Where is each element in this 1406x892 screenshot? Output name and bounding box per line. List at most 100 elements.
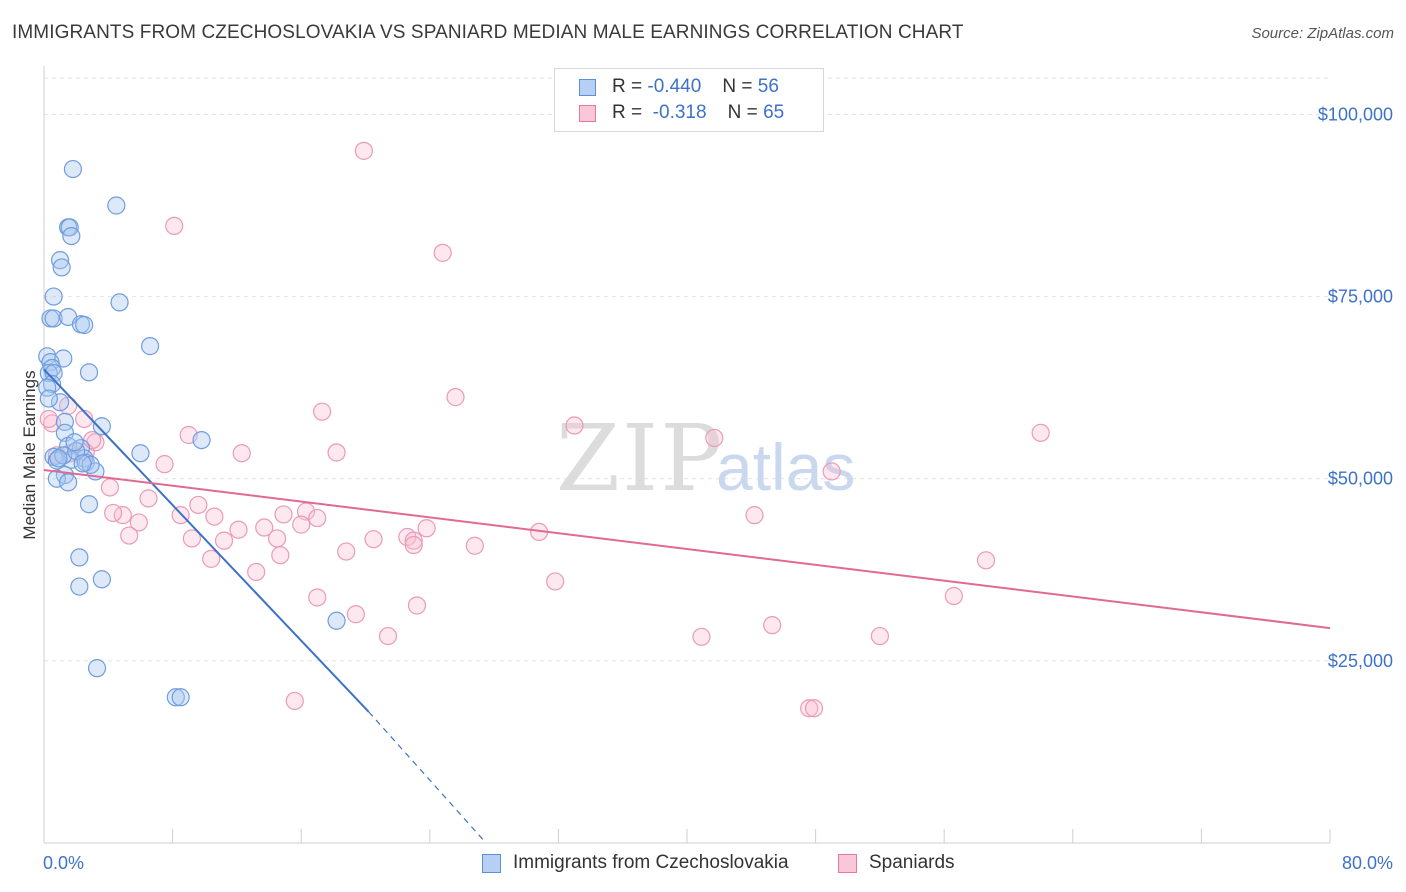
spaniards-point — [364, 530, 383, 549]
spaniards-point — [346, 605, 365, 624]
bottom-legend-label: Immigrants from Czechoslovakia — [513, 852, 789, 873]
legend-r-label: R = — [612, 76, 643, 97]
y-axis-label: Median Male Earnings — [20, 370, 39, 540]
spaniards-point — [271, 546, 290, 565]
spaniards-point — [417, 519, 436, 538]
spaniards-point — [433, 243, 452, 262]
czechoslovakia-point — [47, 469, 66, 488]
spaniards-point — [100, 478, 120, 497]
spaniards-point — [308, 588, 327, 607]
spaniards-point — [404, 535, 423, 555]
spaniards-point — [354, 141, 373, 160]
czechoslovakia-point — [79, 363, 99, 382]
czechoslovakia-point — [79, 495, 99, 514]
spaniards-point — [129, 513, 148, 532]
czechoslovakia-point — [52, 258, 71, 277]
legend-r-label: R = — [612, 102, 643, 123]
legend-n-value: 56 — [757, 76, 779, 97]
spaniards-point — [267, 529, 287, 548]
bottom-legend-swatch-pink — [838, 854, 857, 873]
czechoslovakia-trend-extension — [368, 711, 487, 844]
czechoslovakia-point — [166, 688, 185, 707]
czechoslovakia-point — [50, 393, 70, 412]
spaniards-point — [763, 616, 782, 635]
spaniards-point — [1031, 423, 1050, 442]
spaniards-point — [274, 505, 293, 524]
legend-n-value: 65 — [763, 102, 785, 123]
czechoslovakia-point — [44, 309, 63, 328]
spaniards-point — [104, 503, 123, 523]
czechoslovakia-point — [49, 449, 68, 468]
spaniards-point — [378, 626, 398, 646]
czechoslovakia-point — [75, 315, 94, 335]
spaniards-point — [407, 596, 427, 615]
spaniards-point — [202, 549, 221, 568]
czechoslovakia-point — [70, 577, 89, 596]
spaniards-point — [870, 626, 890, 646]
spaniards-point — [804, 699, 824, 718]
spaniards-point — [404, 531, 423, 550]
czechoslovakia-point — [131, 444, 150, 463]
spaniards-point — [337, 542, 356, 561]
czechoslovakia-point — [70, 548, 89, 567]
watermark: ZIP atlas — [556, 405, 855, 512]
y-tick-label: $25,000 — [1328, 651, 1393, 671]
spaniards-point — [39, 409, 58, 429]
spaniards-point — [165, 216, 184, 235]
spaniards-point — [976, 551, 996, 570]
spaniards-point — [229, 520, 248, 539]
spaniards-point — [565, 416, 584, 435]
spaniards-point — [182, 529, 201, 548]
czechoslovakia-point — [65, 433, 84, 452]
spaniards-point — [155, 455, 174, 474]
bottom-legend-label: Spaniards — [869, 852, 955, 873]
y-tick-label: $100,000 — [1318, 104, 1393, 124]
czechoslovakia-point — [92, 570, 111, 589]
czechoslovakia-trend-line — [43, 368, 370, 713]
czechoslovakia-point — [92, 417, 111, 436]
spaniards-point — [327, 443, 346, 462]
spaniards-point — [312, 402, 332, 421]
czechoslovakia-point — [73, 454, 92, 473]
czechoslovakia-point — [59, 473, 78, 492]
legend-n-label: N = — [722, 76, 753, 97]
spaniards-point — [139, 489, 158, 508]
axes — [43, 66, 1331, 844]
stats-legend: R = -0.440 N = 56 R = -0.318 N = 65 — [554, 68, 824, 132]
czechoslovakia-point — [140, 337, 160, 356]
spaniards-point — [800, 699, 819, 718]
trend-lines — [43, 368, 1331, 844]
spaniards-point — [446, 388, 465, 407]
spaniards-point — [745, 506, 764, 525]
x-tick-label-right: 80.0% — [1342, 853, 1393, 873]
czechoslovakia-point — [62, 227, 81, 246]
y-tick-label: $50,000 — [1328, 469, 1393, 489]
czechoslovakia-points — [38, 159, 346, 707]
source-label: Source: ZipAtlas.com — [1251, 25, 1394, 42]
czechoslovakia-point — [192, 431, 211, 450]
spaniards-point — [232, 444, 251, 463]
spaniards-point — [692, 627, 711, 646]
czechoslovakia-point — [327, 611, 346, 630]
x-tick-label-left: 0.0% — [43, 853, 84, 873]
czechoslovakia-point — [44, 287, 63, 306]
czechoslovakia-point — [87, 659, 107, 678]
watermark-atlas: atlas — [716, 430, 855, 504]
czechoslovakia-point — [39, 389, 58, 408]
spaniards-point — [255, 518, 274, 537]
legend-swatch-blue — [579, 79, 596, 96]
spaniards-point — [944, 586, 963, 606]
legend-r-value: -0.318 — [652, 102, 707, 123]
spaniards-point — [822, 462, 841, 481]
czechoslovakia-point — [50, 251, 70, 270]
czechoslovakia-point — [63, 159, 83, 179]
spaniards-point — [546, 572, 565, 591]
spaniards-point — [292, 515, 311, 534]
chart-title: IMMIGRANTS FROM CZECHOSLOVAKIA VS SPANIA… — [12, 22, 964, 43]
spaniards-point — [308, 508, 327, 528]
spaniards-point — [189, 495, 208, 515]
spaniards-point — [214, 531, 234, 550]
czechoslovakia-point — [107, 196, 126, 215]
legend-r-value: -0.440 — [647, 76, 702, 97]
czechoslovakia-point — [110, 293, 129, 312]
